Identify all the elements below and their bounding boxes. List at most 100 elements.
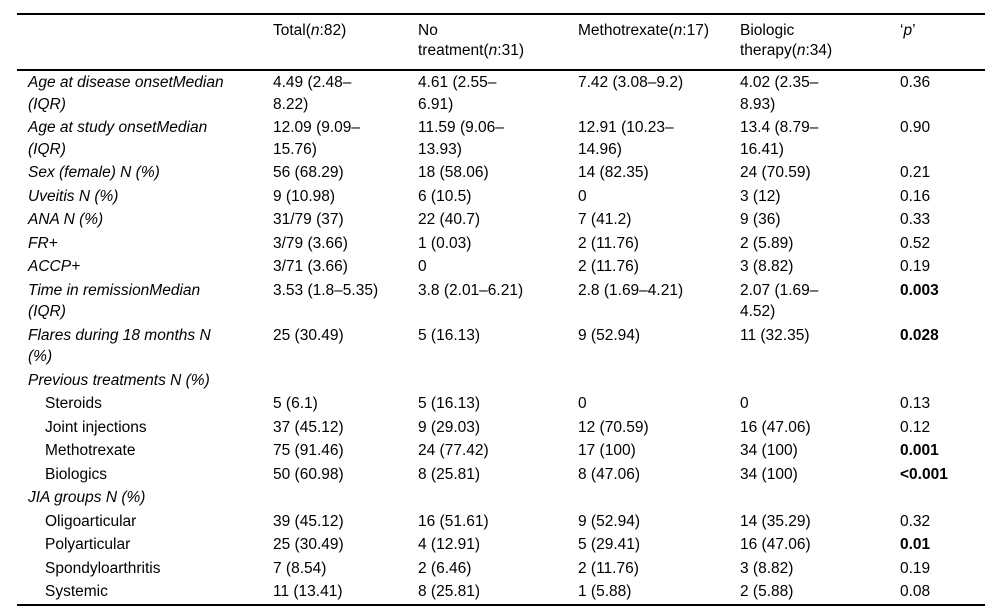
header-biologic-therapy-label: Biologic therapy(	[740, 22, 797, 59]
cell-p-value: 0.01	[889, 533, 985, 557]
cell-biologic-therapy-value: 3 (8.82)	[740, 258, 794, 275]
cell-methotrexate: 5 (29.41)	[567, 533, 729, 557]
cell-methotrexate-value: 2 (11.76)	[578, 258, 639, 275]
cell-no-treatment: 3.8 (2.01–6.21)	[407, 279, 567, 324]
cell-biologic-therapy-value: 13.4 (8.79–16.41)	[740, 119, 819, 158]
row-label-cell: ANA N (%)	[17, 208, 262, 232]
row-label: Age at disease onsetMedian (IQR)	[28, 74, 224, 113]
cell-total: 12.09 (9.09–15.76)	[262, 116, 407, 161]
cell-p-value: 0.08	[889, 580, 985, 605]
row-label-cell: Systemic	[17, 580, 262, 605]
cell-biologic-therapy: 16 (47.06)	[729, 416, 889, 440]
cell-biologic-therapy-value: 11 (32.35)	[740, 326, 810, 344]
cell-p-value-text: 0.12	[900, 418, 931, 436]
cell-no-treatment-value: 9 (29.03)	[418, 418, 481, 436]
header-total-label: Total(	[273, 22, 311, 39]
cell-p-value	[889, 369, 985, 393]
cell-biologic-therapy: 14 (35.29)	[729, 510, 889, 534]
header-biologic-therapy-n-symbol: n	[796, 42, 806, 59]
cell-methotrexate-value: 1 (5.88)	[578, 583, 632, 600]
row-label: Sex (female) N (%)	[28, 164, 160, 181]
header-methotrexate-count: :17)	[682, 22, 709, 39]
cell-no-treatment: 5 (16.13)	[407, 324, 567, 369]
cell-p-value-text: 0.19	[900, 258, 931, 275]
cell-p-value: 0.003	[889, 279, 985, 324]
cell-total: 5 (6.1)	[262, 392, 407, 416]
cell-p-value: 0.36	[889, 70, 985, 116]
row-label: Time in remissionMedian (IQR)	[28, 281, 201, 321]
row-label: Methotrexate	[45, 442, 136, 459]
table-row: Polyarticular 25 (30.49) 4 (12.91) 5 (29…	[17, 533, 985, 557]
clinical-characteristics-table: Total(n:82) No treatment(n:31) Methotrex…	[17, 13, 985, 606]
cell-no-treatment-value: 16 (51.61)	[418, 512, 489, 530]
row-label-cell: Methotrexate	[17, 439, 262, 463]
cell-biologic-therapy-value: 16 (47.06)	[740, 536, 811, 553]
cell-biologic-therapy-value: 2 (5.88)	[740, 583, 794, 600]
table-row: Time in remissionMedian (IQR) 3.53 (1.8–…	[17, 279, 985, 324]
row-label: Systemic	[45, 583, 108, 600]
cell-p-value	[889, 486, 985, 510]
row-label: Biologics	[45, 465, 108, 483]
cell-total-value: 75 (91.46)	[273, 442, 344, 459]
cell-biologic-therapy: 4.02 (2.35–8.93)	[729, 70, 889, 116]
cell-methotrexate-value: 2 (11.76)	[578, 559, 639, 577]
cell-total-value: 3.53 (1.8–5.35)	[273, 281, 379, 299]
cell-total: 39 (45.12)	[262, 510, 407, 534]
cell-p-value: 0.19	[889, 255, 985, 279]
cell-p-value: 0.028	[889, 324, 985, 369]
cell-biologic-therapy: 24 (70.59)	[729, 161, 889, 185]
cell-methotrexate-value: 7 (41.2)	[578, 211, 632, 228]
cell-biologic-therapy-value: 2 (5.89)	[740, 234, 794, 252]
header-no-treatment: No treatment(n:31)	[407, 14, 567, 71]
cell-biologic-therapy: 34 (100)	[729, 439, 889, 463]
cell-biologic-therapy-value: 9 (36)	[740, 211, 781, 228]
cell-p-value-text: 0.08	[900, 583, 931, 600]
cell-no-treatment-value: 11.59 (9.06–13.93)	[418, 119, 504, 158]
cell-no-treatment: 4 (12.91)	[407, 533, 567, 557]
cell-biologic-therapy-value: 3 (8.82)	[740, 559, 794, 577]
cell-methotrexate	[567, 369, 729, 393]
cell-p-value-text: 0.01	[900, 536, 931, 553]
cell-total: 4.49 (2.48–8.22)	[262, 70, 407, 116]
table-row: FR+ 3/79 (3.66) 1 (0.03) 2 (11.76) 2 (5.…	[17, 232, 985, 256]
header-methotrexate-n-symbol: n	[673, 22, 683, 39]
paper-table-page: Total(n:82) No treatment(n:31) Methotrex…	[17, 13, 985, 606]
row-label: Joint injections	[45, 418, 147, 436]
cell-total	[262, 486, 407, 510]
cell-total-value: 25 (30.49)	[273, 536, 344, 553]
row-label: Uveitis N (%)	[28, 187, 119, 205]
table-header: Total(n:82) No treatment(n:31) Methotrex…	[17, 14, 985, 71]
cell-p-value: <0.001	[889, 463, 985, 487]
cell-methotrexate: 0	[567, 185, 729, 209]
table-row: Uveitis N (%) 9 (10.98) 6 (10.5) 0 3 (12…	[17, 185, 985, 209]
cell-no-treatment: 0	[407, 255, 567, 279]
cell-no-treatment-value: 5 (16.13)	[418, 326, 481, 344]
cell-total: 37 (45.12)	[262, 416, 407, 440]
row-label-cell: Uveitis N (%)	[17, 185, 262, 209]
cell-methotrexate: 2.8 (1.69–4.21)	[567, 279, 729, 324]
header-total-n-symbol: n	[310, 22, 320, 39]
cell-p-value-text: 0.33	[900, 211, 931, 228]
cell-methotrexate-value: 12.91 (10.23–14.96)	[578, 119, 674, 158]
cell-p-value: 0.16	[889, 185, 985, 209]
header-biologic-therapy: Biologic therapy(n:34)	[729, 14, 889, 71]
cell-methotrexate: 2 (11.76)	[567, 255, 729, 279]
cell-biologic-therapy: 2 (5.89)	[729, 232, 889, 256]
cell-biologic-therapy	[729, 486, 889, 510]
cell-methotrexate: 2 (11.76)	[567, 557, 729, 581]
table-row: Spondyloarthritis 7 (8.54) 2 (6.46) 2 (1…	[17, 557, 985, 581]
header-no-treatment-n-symbol: n	[488, 42, 498, 59]
row-label-cell: Age at study onsetMedian (IQR)	[17, 116, 262, 161]
header-methotrexate: Methotrexate(n:17)	[567, 14, 729, 71]
cell-total-value: 39 (45.12)	[273, 512, 344, 530]
cell-biologic-therapy: 9 (36)	[729, 208, 889, 232]
header-no-treatment-label: No treatment(	[418, 22, 489, 59]
cell-biologic-therapy-value: 2.07 (1.69–4.52)	[740, 281, 819, 321]
table-row: Sex (female) N (%) 56 (68.29) 18 (58.06)…	[17, 161, 985, 185]
cell-biologic-therapy: 0	[729, 392, 889, 416]
cell-total: 3/79 (3.66)	[262, 232, 407, 256]
row-label: Steroids	[45, 395, 102, 412]
header-biologic-therapy-count: :34)	[805, 42, 833, 59]
cell-total: 9 (10.98)	[262, 185, 407, 209]
cell-p-value: 0.12	[889, 416, 985, 440]
